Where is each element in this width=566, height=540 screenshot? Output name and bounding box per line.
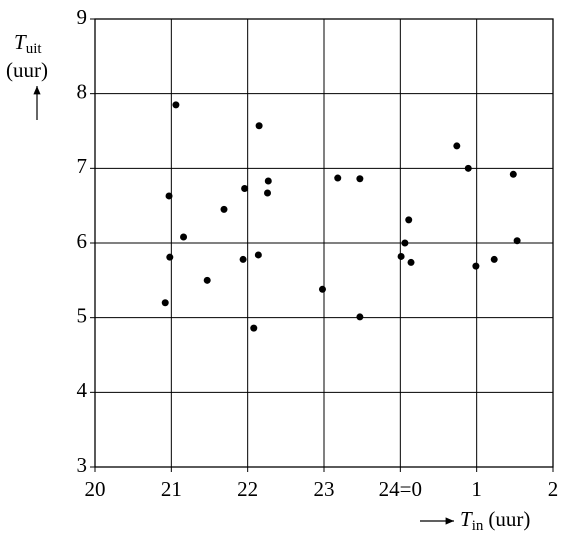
x-tick-label: 22 <box>237 477 258 501</box>
point <box>334 174 342 182</box>
point <box>203 276 211 284</box>
point <box>165 192 173 200</box>
point <box>172 101 180 109</box>
y-tick-label: 3 <box>77 453 88 477</box>
point <box>464 164 472 172</box>
point <box>264 177 272 185</box>
y-tick-label: 7 <box>77 154 88 178</box>
point <box>318 285 326 293</box>
y-tick-label: 6 <box>77 229 88 253</box>
point <box>241 184 249 192</box>
x-tick-label: 2 <box>548 477 559 501</box>
point <box>255 122 263 130</box>
y-axis-label: Tuit <box>14 30 42 58</box>
point <box>239 255 247 263</box>
point <box>401 239 409 247</box>
y-axis-unit: (uur) <box>6 58 48 82</box>
point <box>513 237 521 245</box>
point <box>356 313 364 321</box>
point <box>472 262 480 270</box>
point <box>356 175 364 183</box>
x-axis-label: Tin (uur) <box>460 507 530 535</box>
x-tick-label: 23 <box>314 477 335 501</box>
point <box>405 216 413 224</box>
point <box>397 252 405 260</box>
point <box>254 251 262 259</box>
x-tick-label: 21 <box>161 477 182 501</box>
point <box>220 205 228 213</box>
point <box>490 255 498 263</box>
y-tick-label: 9 <box>77 5 88 29</box>
plot-frame <box>94 18 554 468</box>
x-tick-label: 20 <box>85 477 106 501</box>
point <box>180 233 188 241</box>
point <box>166 253 174 261</box>
y-tick-label: 4 <box>77 378 88 402</box>
y-tick-label: 5 <box>77 303 88 327</box>
point <box>509 170 517 178</box>
point <box>161 299 169 307</box>
point <box>264 189 272 197</box>
y-tick-label: 8 <box>77 79 88 103</box>
point <box>250 324 258 332</box>
x-tick-label: 24=0 <box>379 477 422 501</box>
point <box>407 258 415 266</box>
x-tick-label: 1 <box>471 477 482 501</box>
point <box>453 142 461 150</box>
